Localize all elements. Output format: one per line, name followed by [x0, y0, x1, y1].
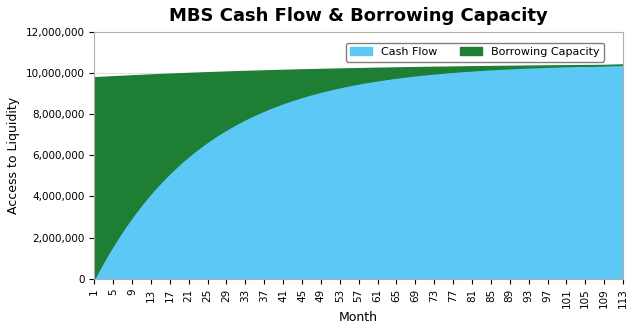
- X-axis label: Month: Month: [339, 311, 378, 324]
- Title: MBS Cash Flow & Borrowing Capacity: MBS Cash Flow & Borrowing Capacity: [170, 7, 548, 25]
- Y-axis label: Access to Liquidity: Access to Liquidity: [7, 97, 20, 214]
- Legend: Cash Flow, Borrowing Capacity: Cash Flow, Borrowing Capacity: [345, 43, 604, 62]
